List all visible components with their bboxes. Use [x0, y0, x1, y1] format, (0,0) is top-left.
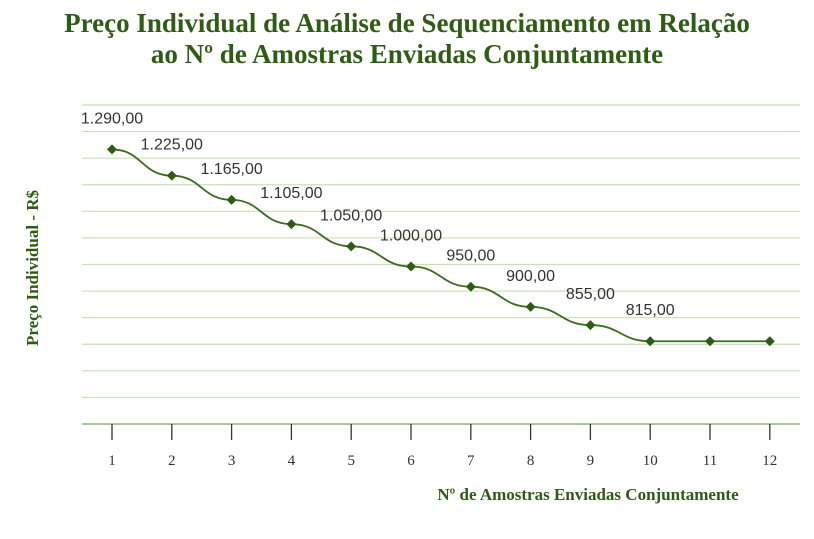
- data-label: 815,00: [626, 302, 675, 319]
- data-point: [286, 219, 297, 230]
- x-tick-label: 11: [703, 453, 717, 469]
- x-axis: 1 2 3 4 5 6 7 8 9 10 11 12: [108, 424, 777, 469]
- data-label: 1.290,00: [81, 110, 143, 127]
- gridlines: [82, 104, 800, 425]
- x-tick-label: 5: [347, 453, 355, 469]
- data-label: 1.225,00: [141, 137, 203, 154]
- x-tick-label: 3: [228, 453, 236, 469]
- x-tick-label: 1: [108, 453, 116, 469]
- data-labels: 1.290,00 1.225,00 1.165,00 1.105,00 1.050,00…: [81, 110, 675, 319]
- data-label: 1.105,00: [260, 185, 322, 202]
- data-point: [107, 144, 117, 155]
- x-tick-label: 8: [527, 453, 535, 469]
- data-label: 1.050,00: [320, 207, 382, 224]
- data-point: [585, 320, 596, 331]
- y-axis-label: Preço Individual - R$: [23, 190, 42, 347]
- x-tick-label: 12: [762, 453, 777, 469]
- x-axis-label: Nº de Amostras Enviadas Conjuntamente: [437, 485, 739, 504]
- data-label: 855,00: [566, 286, 615, 303]
- chart-title-line-1: Preço Individual de Análise de Sequencia…: [64, 8, 750, 38]
- data-point: [764, 336, 775, 347]
- chart-title: Preço Individual de Análise de Sequencia…: [0, 8, 814, 70]
- x-tick-label: 7: [467, 453, 475, 469]
- x-tick-label: 9: [587, 453, 595, 469]
- data-point: [525, 301, 536, 312]
- x-tick-label: 2: [168, 453, 176, 469]
- data-point: [465, 281, 476, 292]
- data-point: [166, 170, 177, 181]
- chart-title-line-2: ao Nº de Amostras Enviadas Conjuntamente: [150, 39, 664, 69]
- data-point: [346, 241, 357, 252]
- data-label: 950,00: [446, 248, 495, 265]
- data-point: [226, 194, 237, 205]
- data-point: [705, 336, 715, 347]
- x-tick-label: 6: [407, 453, 415, 469]
- data-markers: [107, 144, 775, 347]
- x-tick-label: 10: [643, 453, 658, 469]
- data-label: 1.000,00: [380, 228, 442, 245]
- data-label: 1.165,00: [200, 161, 262, 178]
- x-tick-label: 4: [288, 453, 296, 469]
- data-point: [406, 261, 416, 272]
- data-label: 900,00: [506, 268, 555, 285]
- data-point: [645, 336, 656, 347]
